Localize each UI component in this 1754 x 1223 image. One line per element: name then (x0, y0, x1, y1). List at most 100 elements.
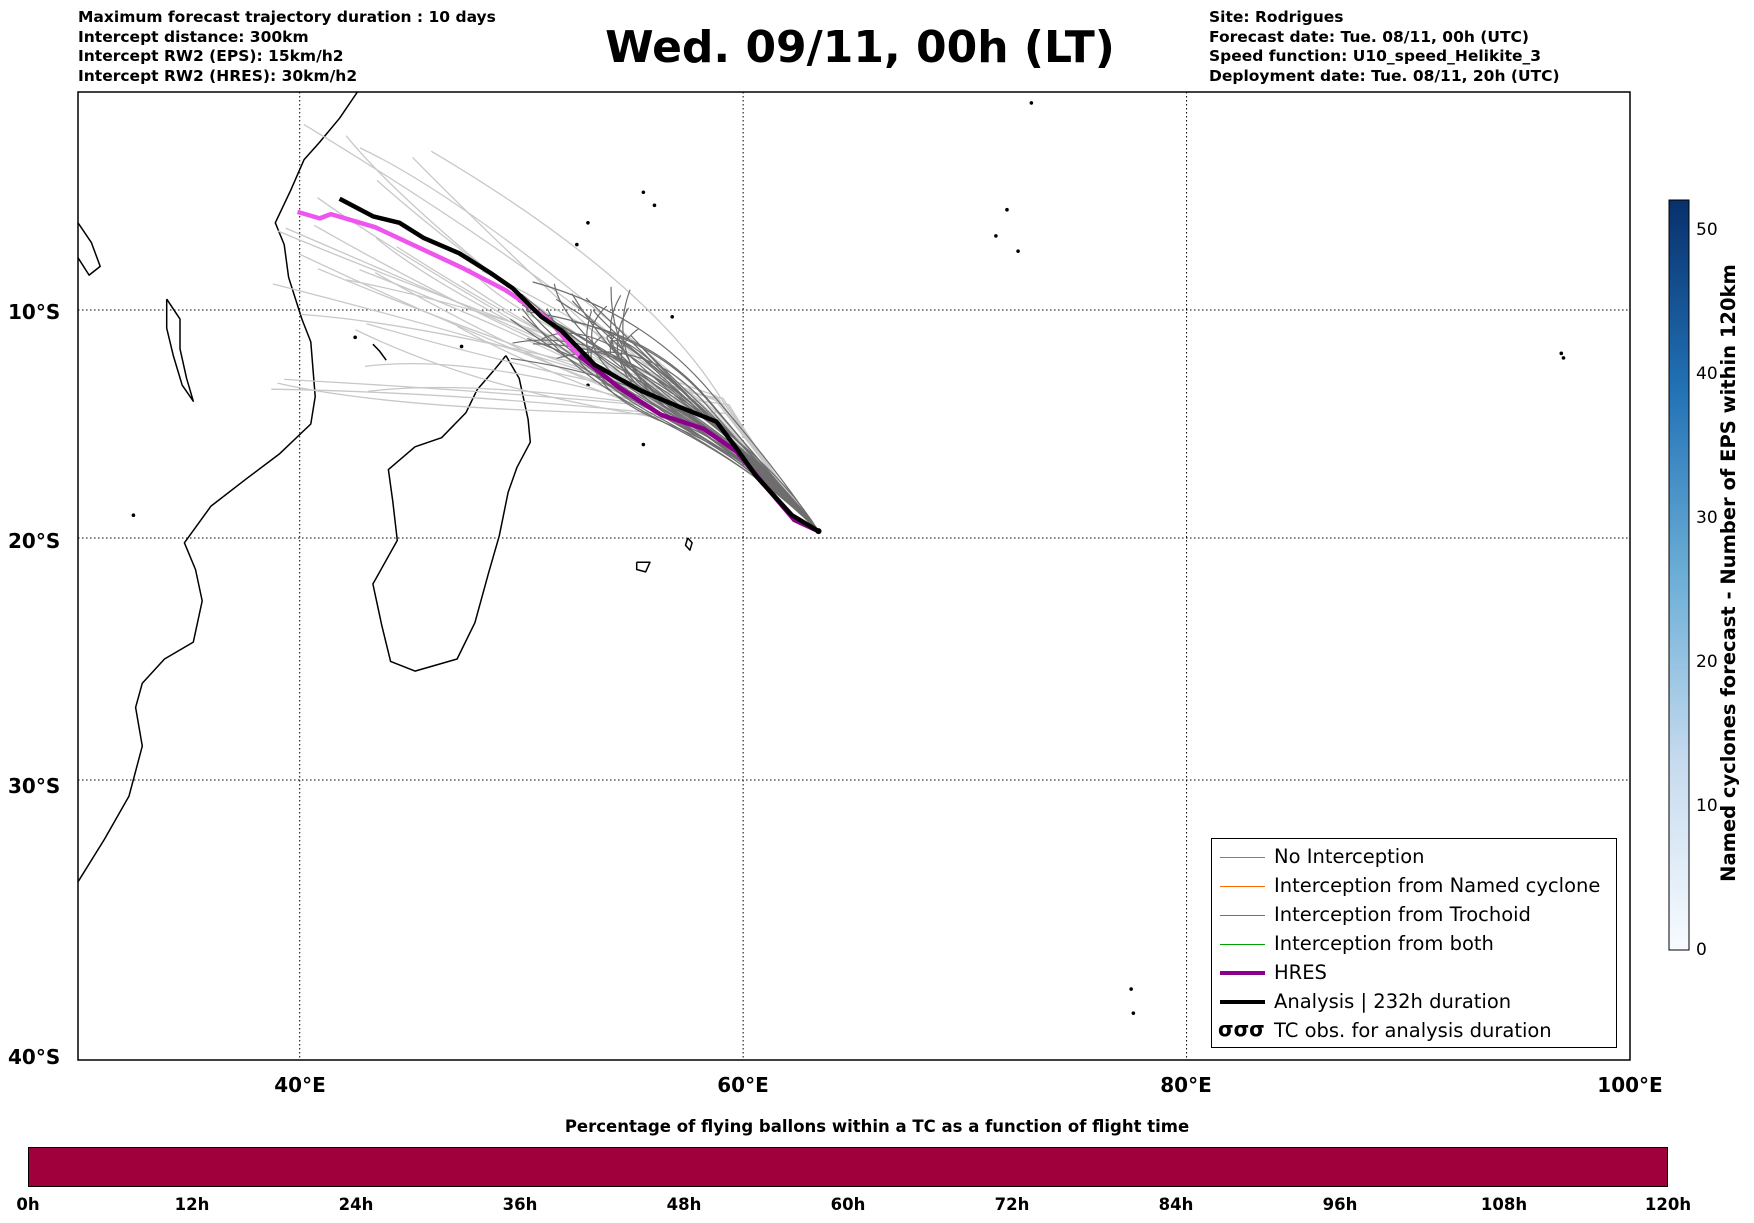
header-left-line: Maximum forecast trajectory duration : 1… (78, 8, 496, 26)
header-right-line: Forecast date: Tue. 08/11, 00h (UTC) (1209, 27, 1530, 46)
time-tick-label: 48h (666, 1195, 702, 1214)
header-left-line: Intercept distance: 300km (78, 27, 309, 46)
lon-tick-label: 100°E (1597, 1073, 1663, 1097)
legend-label: TC obs. for analysis duration (1274, 1019, 1552, 1042)
legend-line (1220, 1000, 1265, 1004)
ensemble-track-line (374, 272, 820, 532)
ensemble-track-line (510, 318, 819, 532)
ensemble-track-line (366, 323, 820, 532)
madagascar-coastline (372, 355, 532, 672)
header-left-line: Intercept RW2 (HRES): 30km/h2 (78, 66, 358, 85)
comoros-coastline (372, 343, 387, 361)
legend-item-no-interception: No Interception (1212, 843, 1616, 872)
legend-line (1220, 915, 1265, 916)
ensemble-track-line (532, 281, 820, 532)
legend-item-named-cyclone: Interception from Named cyclone (1212, 872, 1616, 901)
map-gridlines (78, 92, 1630, 1060)
time-colorbar-title: Percentage of flying ballons within a TC… (564, 1117, 1190, 1136)
header-right-line: Deployment date: Tue. 08/11, 20h (UTC) (1209, 66, 1560, 85)
time-tick-label: 0h (16, 1195, 40, 1214)
ensemble-track-line (610, 286, 819, 532)
tc-symbol-icon: σσσ (1218, 1017, 1265, 1041)
legend-label: Interception from Named cyclone (1274, 874, 1601, 897)
lat-tick-label: 30°S (8, 774, 61, 798)
time-tick-label: 12h (174, 1195, 210, 1214)
legend-item-both: Interception from both (1212, 930, 1616, 959)
header-right: Site: Rodrigues Forecast date: Tue. 08/1… (1209, 8, 1560, 86)
islet-coastline (1005, 207, 1009, 212)
ensemble-track-line (346, 279, 820, 532)
map-legend: No Interception Interception from Named … (1211, 838, 1617, 1048)
colorbar-tick: 10 (1696, 796, 1718, 816)
legend-line (1220, 971, 1265, 975)
colorbar-tick: 20 (1696, 652, 1718, 672)
header-left-line: Intercept RW2 (EPS): 15km/h2 (78, 47, 344, 65)
page-title: Wed. 09/11, 00h (LT) (605, 22, 1115, 73)
mauritius-coastline (684, 537, 693, 551)
reunion-coastline (635, 561, 651, 573)
legend-label: Interception from Trochoid (1274, 903, 1531, 926)
time-tick-label: 108h (1480, 1195, 1528, 1214)
ensemble-track-line (521, 308, 819, 532)
time-tick-label: 84h (1158, 1195, 1194, 1214)
legend-label: Analysis | 232h duration (1274, 990, 1512, 1013)
header-left: Maximum forecast trajectory duration : 1… (78, 8, 496, 86)
header-right-line: Speed function: U10_speed_Helikite_3 (1209, 47, 1542, 65)
islet-coastline (1561, 356, 1566, 360)
islet-coastline (1131, 1011, 1136, 1015)
lon-tick-label: 40°E (274, 1073, 326, 1097)
legend-label: Interception from both (1274, 932, 1494, 955)
lat-tick-label: 20°S (8, 529, 61, 553)
lat-tick-label: 40°S (8, 1045, 61, 1069)
lake-malawi-coastline (165, 298, 195, 402)
ensemble-track-line (468, 267, 820, 532)
islet-coastline (353, 335, 357, 340)
colorbar-label: Named cyclones forecast - Number of EPS … (1717, 264, 1740, 882)
ensemble-track-line (522, 315, 819, 532)
time-tick-label: 60h (830, 1195, 866, 1214)
colorbar-tick: 50 (1696, 220, 1718, 240)
colorbar-tick: 0 (1696, 940, 1707, 960)
time-tick-label: 24h (338, 1195, 374, 1214)
time-tick-label: 36h (502, 1195, 538, 1214)
ensemble-track-line (630, 335, 819, 532)
islet-coastline (586, 221, 590, 225)
legend-line (1220, 944, 1265, 945)
lon-tick-label: 80°E (1160, 1073, 1212, 1097)
africa-coastline (78, 92, 359, 883)
ensemble-track-line (521, 304, 820, 532)
legend-item-analysis: Analysis | 232h duration (1212, 988, 1616, 1017)
islet-coastline (641, 442, 646, 447)
time-tick-label: 72h (994, 1195, 1030, 1214)
lat-tick-label: 10°S (8, 300, 61, 324)
legend-item-trochoid: Interception from Trochoid (1212, 901, 1616, 930)
islet-coastline (994, 234, 998, 238)
deployment-site-marker (815, 528, 822, 535)
legend-label: No Interception (1274, 845, 1425, 868)
islet-coastline (459, 344, 464, 349)
legend-item-hres: HRES (1212, 959, 1616, 988)
map-frame (77, 91, 1631, 1061)
legend-line (1220, 857, 1265, 858)
analysis-track-line (338, 196, 820, 534)
time-tick-label: 120h (1644, 1195, 1692, 1214)
islet-coastline (670, 315, 674, 319)
islet-coastline (652, 203, 657, 208)
islet-coastline (131, 513, 136, 517)
islet-coastline (1029, 101, 1034, 105)
ensemble-track-line (285, 227, 820, 532)
colorbar-tick: 30 (1696, 508, 1718, 528)
lake-tanganyika-coastline (78, 222, 101, 276)
islet-coastline (575, 242, 579, 247)
colorbar-tick: 40 (1696, 364, 1718, 384)
time-tick-label: 96h (1322, 1195, 1358, 1214)
ensemble-track-line (532, 343, 819, 532)
islet-coastline (1129, 987, 1133, 991)
ensemble-track-line (276, 230, 820, 532)
vertical-colorbar (1668, 199, 1690, 951)
legend-line (1220, 886, 1265, 887)
legend-label: HRES (1274, 961, 1327, 984)
lon-tick-label: 60°E (717, 1073, 769, 1097)
ensemble-track-line (591, 305, 819, 532)
